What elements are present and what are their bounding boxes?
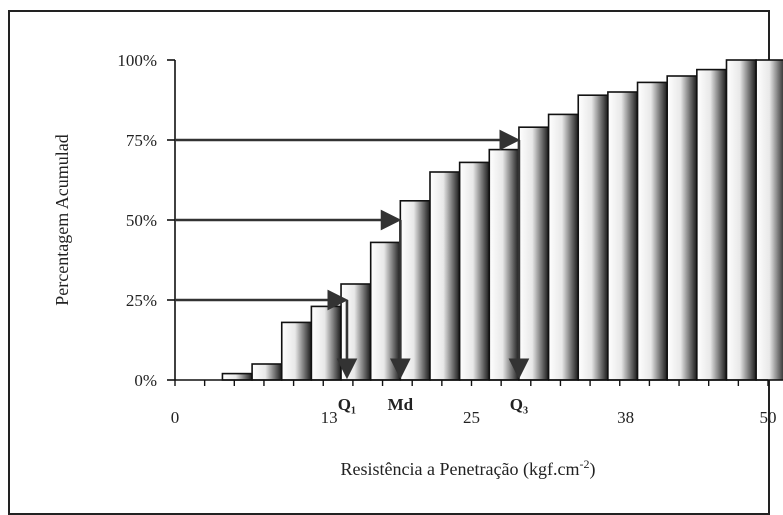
y-axis-title: Percentagem Acumulad — [52, 134, 72, 305]
bar-7 — [399, 200, 431, 381]
x-axis: 0 13 25 38 50 — [171, 379, 777, 427]
x-tick-label-0: 0 — [171, 408, 180, 427]
x-axis-title-superscript: -2 — [579, 457, 589, 471]
bar-9 — [458, 161, 491, 381]
arrow-label-3: Q₃ — [510, 395, 528, 414]
bars-group — [221, 59, 783, 381]
x-axis-title: Resistência a Penetração (kgf.cm-2) — [341, 457, 596, 480]
bar-12 — [547, 113, 580, 381]
bar-2 — [251, 363, 283, 381]
bar-13 — [577, 94, 609, 381]
bar-17 — [696, 68, 728, 381]
bar-5 — [340, 283, 372, 381]
bar-14 — [607, 91, 639, 381]
arrow-label-1: Q₁ — [338, 395, 356, 414]
x-axis-title-main: Resistência a Penetração (kgf.cm — [341, 459, 580, 480]
quartile-arrows: Q₁ Md Q₃ — [175, 129, 530, 414]
bar-19 — [755, 59, 783, 381]
y-tick-label-4: 100% — [117, 51, 157, 70]
arrow-label-2: Md — [388, 395, 414, 414]
x-tick-label-2: 25 — [463, 408, 480, 427]
bar-4 — [310, 305, 342, 381]
x-tick-label-3: 38 — [617, 408, 634, 427]
bar-6 — [369, 241, 402, 381]
bar-18 — [725, 59, 757, 381]
bar-3 — [280, 321, 313, 381]
y-tick-label-2: 50% — [126, 211, 157, 230]
bar-16 — [666, 75, 698, 381]
x-axis-title-suffix: ) — [589, 459, 595, 480]
y-tick-label-0: 0% — [134, 371, 157, 390]
y-tick-label-1: 25% — [126, 291, 157, 310]
x-tick-label-4: 50 — [760, 408, 777, 427]
bar-15 — [636, 81, 668, 381]
bar-10 — [488, 148, 520, 381]
x-tick-label-1: 13 — [321, 408, 338, 427]
bar-1 — [221, 372, 253, 381]
bar-8 — [429, 171, 461, 381]
bar-11 — [518, 126, 550, 381]
y-tick-label-3: 75% — [126, 131, 157, 150]
